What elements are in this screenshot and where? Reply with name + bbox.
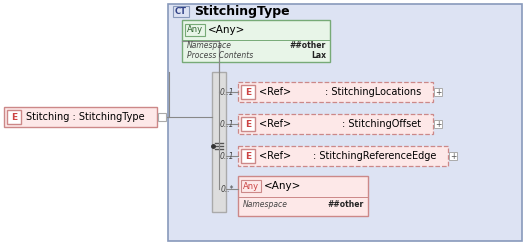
Text: Namespace: Namespace	[243, 199, 288, 208]
Text: : StitchingOffset: : StitchingOffset	[342, 119, 421, 129]
Bar	[185, 24, 205, 36]
Bar	[168, 4, 522, 241]
Bar	[434, 88, 442, 96]
Bar	[212, 72, 226, 212]
Bar	[238, 82, 433, 102]
Text: Any: Any	[243, 182, 259, 191]
Text: E: E	[245, 151, 251, 160]
Text: <Ref>: <Ref>	[259, 119, 291, 129]
Text: <Ref>: <Ref>	[259, 87, 291, 97]
Text: Any: Any	[187, 25, 203, 35]
Bar	[241, 180, 261, 192]
Text: <Any>: <Any>	[208, 25, 246, 35]
Bar	[158, 113, 166, 121]
Bar	[4, 107, 157, 127]
Text: CT: CT	[175, 7, 187, 16]
Text: 0..1: 0..1	[220, 87, 234, 97]
Text: Lax: Lax	[311, 50, 326, 60]
Text: 0..*: 0..*	[220, 184, 234, 194]
Text: E: E	[245, 87, 251, 97]
Text: 0..1: 0..1	[220, 120, 234, 128]
Text: <Any>: <Any>	[264, 181, 301, 191]
Text: E: E	[245, 120, 251, 128]
Bar	[238, 114, 433, 134]
Bar	[241, 117, 255, 131]
Bar	[434, 120, 442, 128]
Text: Process Contents: Process Contents	[187, 50, 253, 60]
Text: 0..1: 0..1	[220, 151, 234, 160]
Text: +: +	[435, 87, 441, 97]
Bar	[7, 110, 21, 124]
Bar	[173, 6, 189, 17]
Text: : StitchingReferenceEdge: : StitchingReferenceEdge	[313, 151, 436, 161]
Text: Namespace: Namespace	[187, 41, 232, 50]
Text: StitchingType: StitchingType	[194, 5, 290, 18]
Text: Stitching : StitchingType: Stitching : StitchingType	[26, 112, 144, 122]
Text: ##other: ##other	[328, 199, 364, 208]
Text: E: E	[11, 112, 17, 122]
Text: : StitchingLocations: : StitchingLocations	[325, 87, 421, 97]
Bar	[241, 149, 255, 163]
Bar	[449, 152, 457, 160]
Text: +: +	[450, 151, 456, 160]
Bar	[241, 85, 255, 99]
Bar	[238, 176, 368, 216]
Text: +: +	[435, 120, 441, 128]
Bar	[238, 146, 448, 166]
Text: <Ref>: <Ref>	[259, 151, 291, 161]
Text: ##other: ##other	[290, 41, 326, 50]
Bar	[182, 20, 330, 62]
